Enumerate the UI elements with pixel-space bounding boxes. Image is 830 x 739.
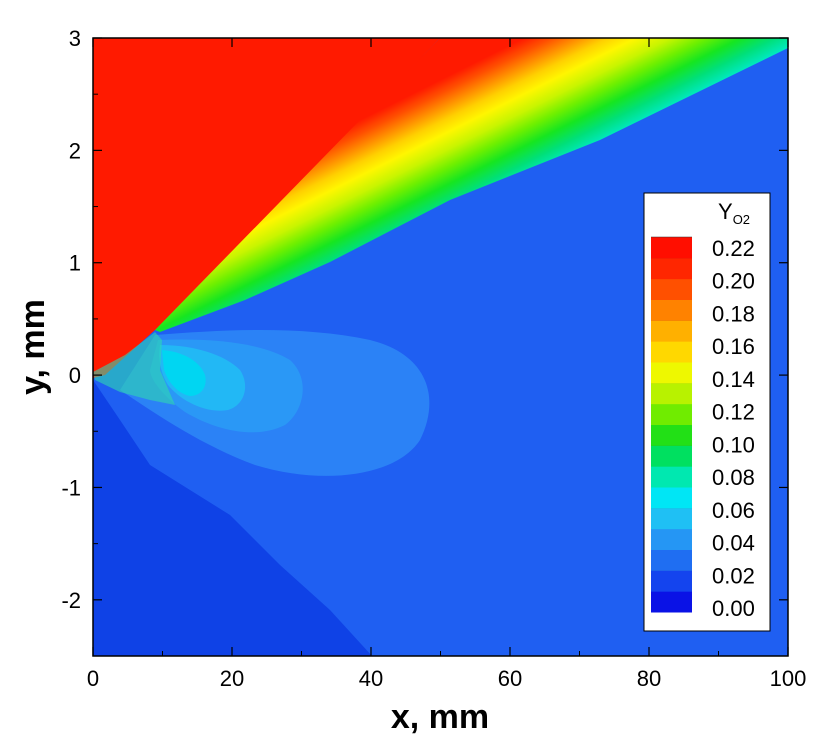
colorbar-label: 0.04 — [712, 531, 755, 556]
colorbar-legend: YO2 0.22 0.20 0.18 0.16 0.14 0.12 0.10 0.08 0.06… — [643, 192, 771, 632]
colorbar-swatch — [651, 466, 692, 488]
colorbar-swatch — [651, 341, 692, 363]
colorbar-swatch — [651, 445, 692, 467]
leading-edge-flame — [93, 332, 175, 405]
colorbar-swatch — [651, 549, 692, 571]
colorbar-label: 0.06 — [712, 498, 755, 523]
colorbar-label: 0.18 — [712, 301, 755, 326]
colorbar-labels: 0.22 0.20 0.18 0.16 0.14 0.12 0.10 0.08 0.06 0.04… — [712, 236, 755, 621]
mixing-layer — [155, 38, 788, 332]
colorbar-label: 0.16 — [712, 334, 755, 359]
colorbar-label: 0.00 — [712, 596, 755, 621]
colorbar-label: 0.22 — [712, 236, 755, 261]
colorbar-label: 0.02 — [712, 563, 755, 588]
colorbar-swatches — [651, 236, 692, 613]
colorbar-label: 0.12 — [712, 400, 755, 425]
x-axis: 0 20 40 60 80 100 — [87, 38, 806, 691]
y-tick-label: 3 — [69, 26, 81, 51]
colorbar-swatch — [651, 528, 692, 550]
x-tick-label: 80 — [637, 666, 661, 691]
colorbar-swatch — [651, 591, 692, 613]
y-tick-label: 1 — [69, 251, 81, 276]
oxidizer-region — [93, 38, 440, 378]
x-tick-label: 40 — [359, 666, 383, 691]
colorbar-swatch — [651, 487, 692, 509]
colorbar-swatch — [651, 320, 692, 342]
y-axis-title: y, mm — [14, 299, 52, 395]
x-tick-label: 20 — [220, 666, 244, 691]
y-tick-label: -2 — [61, 588, 81, 613]
colorbar-swatch — [651, 424, 692, 446]
x-tick-label: 60 — [498, 666, 522, 691]
colorbar-label: 0.14 — [712, 367, 755, 392]
colorbar-label: 0.08 — [712, 465, 755, 490]
colorbar-swatch — [651, 382, 692, 405]
y-tick-label: 2 — [69, 138, 81, 163]
colorbar-swatch — [651, 237, 692, 259]
x-tick-label: 100 — [770, 666, 807, 691]
colorbar-label: 0.10 — [712, 432, 755, 457]
colorbar-swatch — [651, 257, 692, 280]
lower-dark-region — [93, 380, 372, 656]
wake-core — [162, 350, 206, 396]
colorbar-swatch — [651, 570, 692, 592]
colorbar-swatch — [651, 299, 692, 321]
colorbar-swatch — [651, 507, 692, 530]
x-tick-label: 0 — [87, 666, 99, 691]
colorbar-swatch — [651, 403, 692, 425]
y-axis: -2 -1 0 1 2 3 — [61, 26, 788, 657]
colorbar-swatch — [651, 362, 692, 384]
y-tick-label: 0 — [69, 363, 81, 388]
colorbar-label: 0.20 — [712, 269, 755, 294]
y-tick-label: -1 — [61, 475, 81, 500]
colorbar-swatch — [651, 278, 692, 300]
x-axis-title: x, mm — [391, 698, 489, 736]
colorbar-title: YO2 — [718, 199, 750, 227]
